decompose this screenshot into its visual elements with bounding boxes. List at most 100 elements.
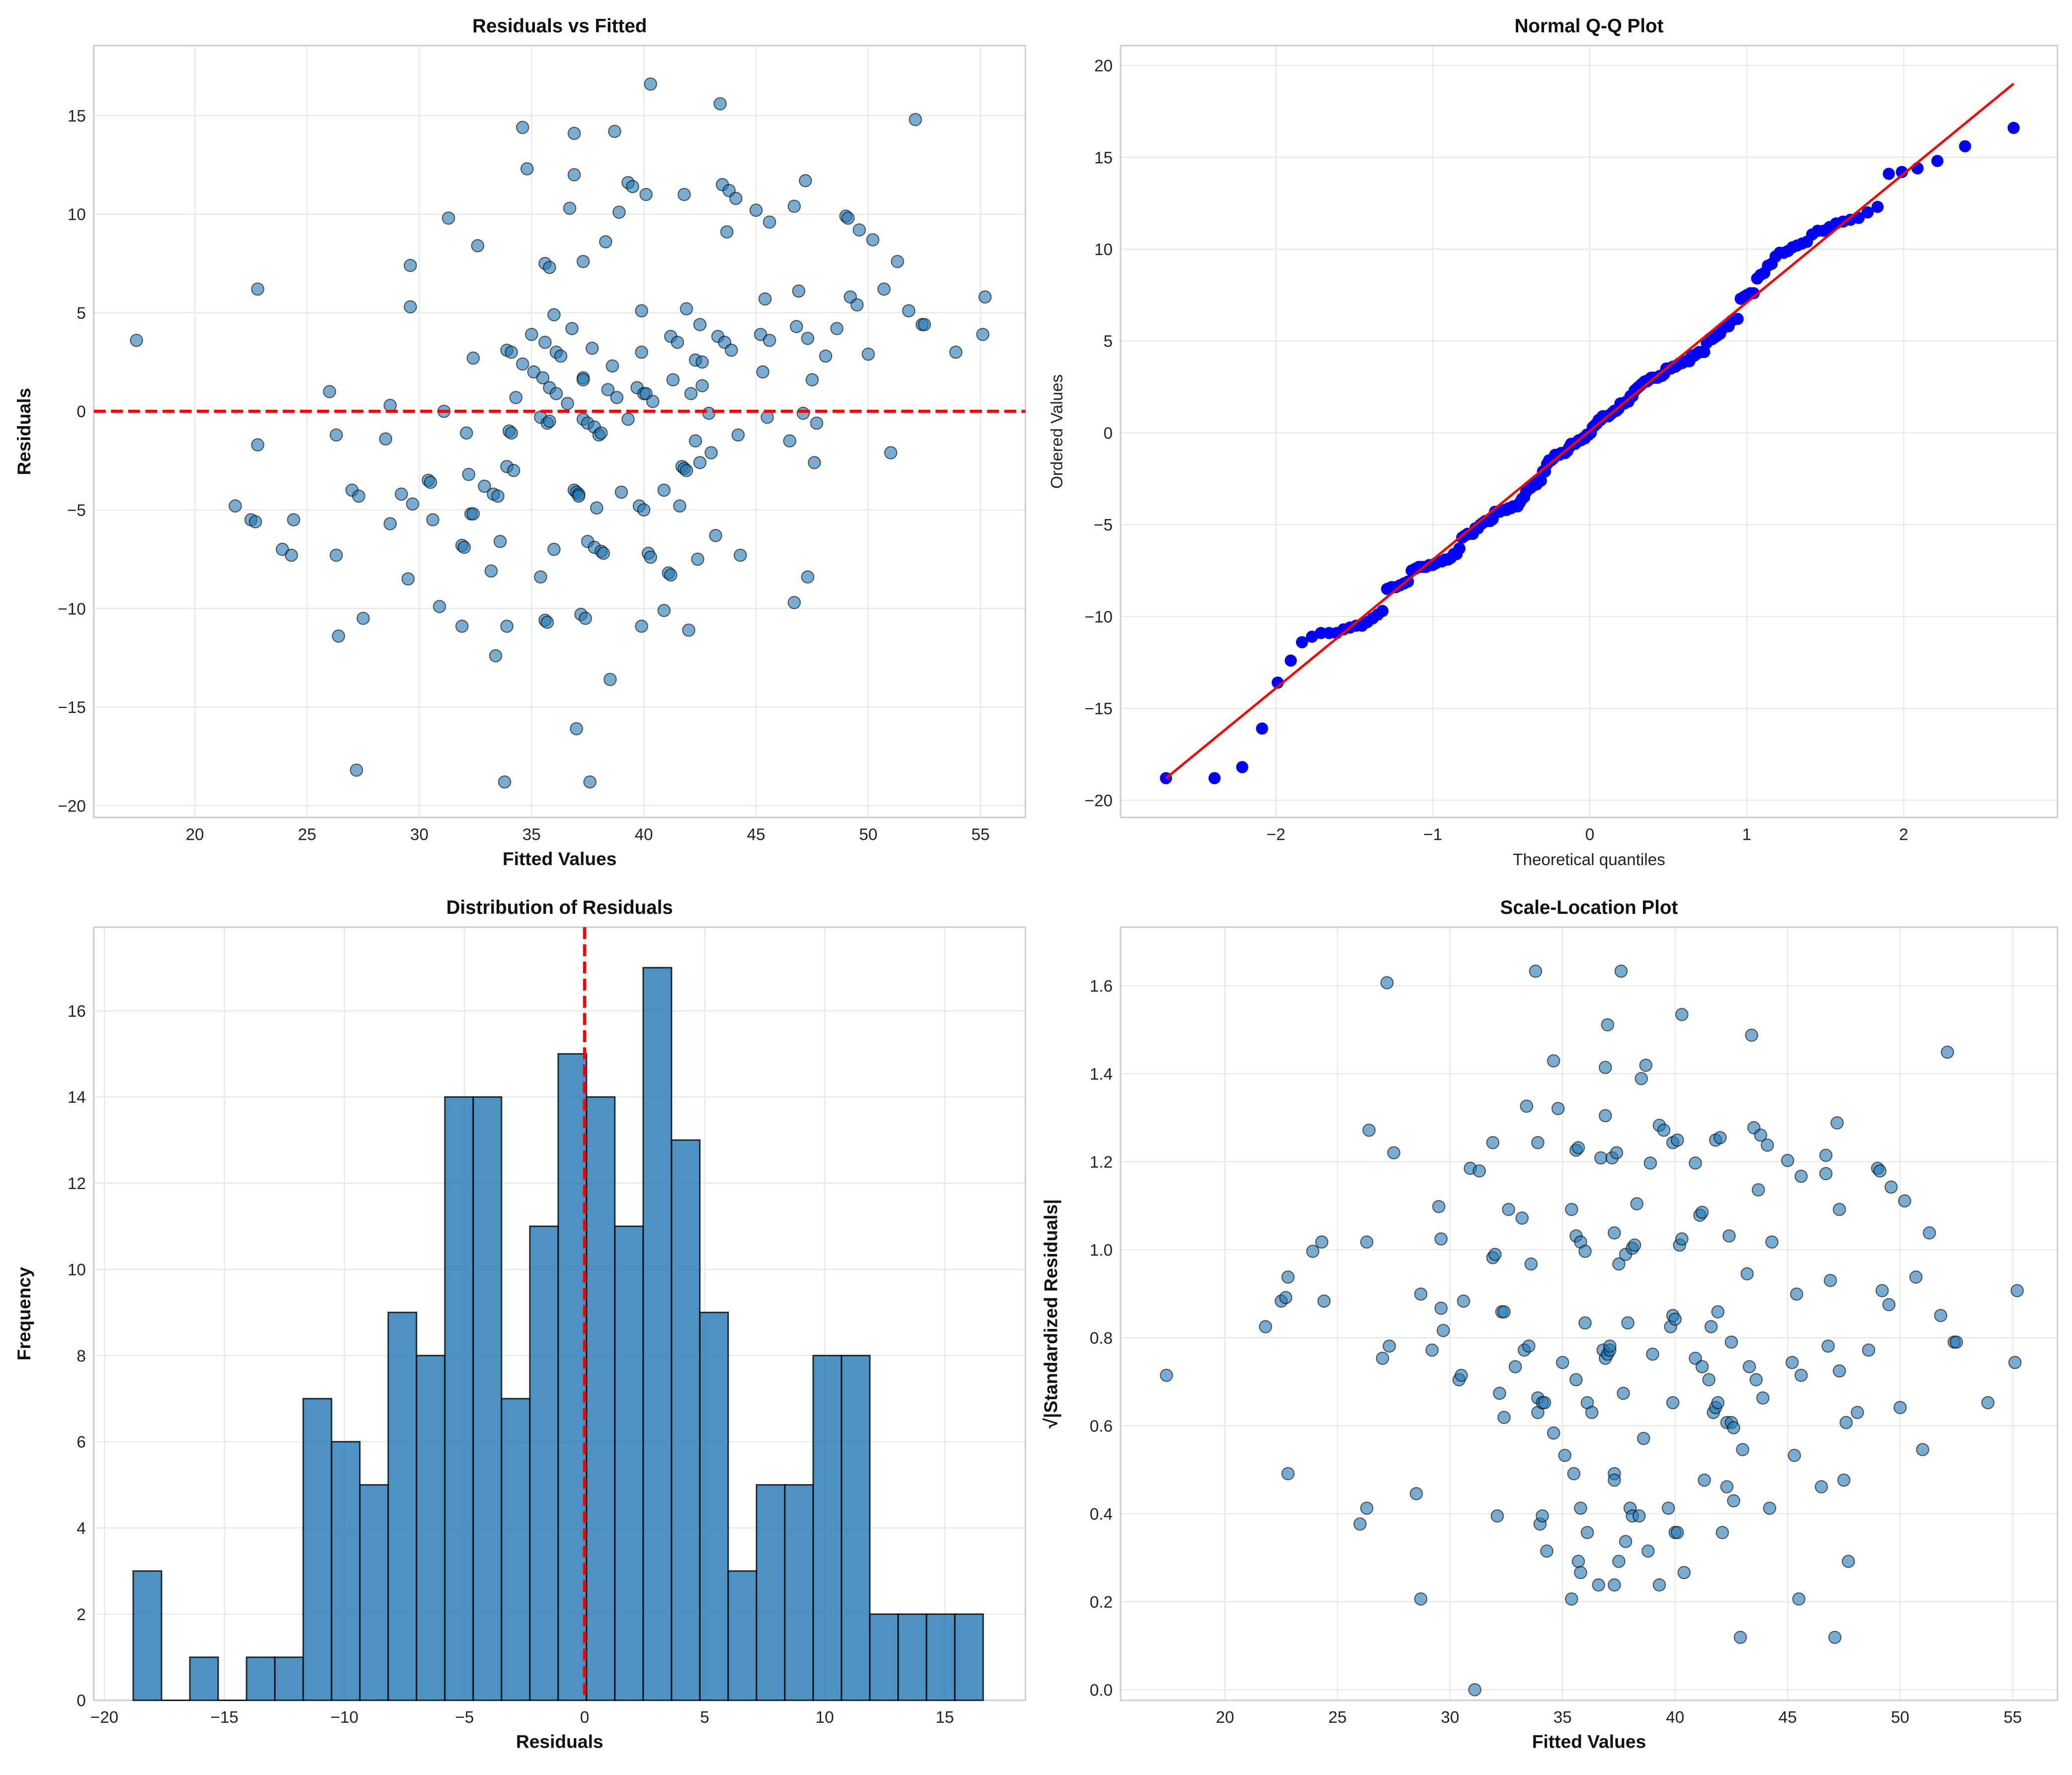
data-point [1670, 1133, 1684, 1147]
y-tick-label: −5 [1094, 516, 1113, 534]
data-point [695, 355, 709, 369]
data-point [801, 570, 815, 584]
data-point [644, 550, 657, 564]
data-point [1281, 1467, 1295, 1481]
data-point [1630, 1197, 1643, 1211]
data-point [1657, 1123, 1671, 1137]
y-tick-label: 5 [77, 304, 86, 323]
data-point [1643, 1156, 1657, 1170]
data-point [1614, 965, 1628, 978]
data-point [758, 292, 772, 306]
data-point [614, 485, 628, 499]
data-point [130, 334, 143, 347]
qq-point [1861, 206, 1874, 219]
chart-title: Residuals vs Fitted [472, 15, 647, 37]
data-point [1497, 1305, 1511, 1319]
histogram-bar [246, 1656, 276, 1701]
chart-title: Distribution of Residuals [446, 897, 673, 918]
x-tick-label: 55 [971, 825, 990, 844]
histogram-bar [501, 1398, 531, 1701]
data-point [1502, 1203, 1515, 1216]
data-point [610, 391, 624, 404]
data-point [1661, 1502, 1675, 1515]
data-point [520, 162, 534, 176]
data-point [1635, 1072, 1648, 1085]
data-point [1540, 1544, 1554, 1558]
data-point [1950, 1335, 1963, 1349]
y-tick-label: −10 [1085, 608, 1113, 626]
data-point [1567, 1467, 1581, 1481]
qq-point [1896, 166, 1908, 178]
x-tick-label: 10 [815, 1708, 834, 1727]
x-tick-label: 30 [410, 825, 429, 844]
data-point [1592, 1578, 1605, 1592]
data-point [1455, 1368, 1468, 1382]
data-point [830, 322, 844, 336]
histogram-bar [444, 1096, 474, 1701]
qq-point [1285, 654, 1297, 667]
data-point [1875, 1284, 1889, 1298]
data-point [401, 572, 415, 586]
data-point [594, 426, 608, 440]
data-point [1727, 1421, 1740, 1434]
qq-point [1747, 287, 1760, 299]
data-point [1832, 1364, 1846, 1378]
data-point [1828, 1630, 1842, 1644]
histogram-bar [869, 1613, 899, 1701]
data-point [689, 434, 702, 448]
data-point [498, 775, 512, 789]
data-point [1841, 1555, 1855, 1568]
data-point [1823, 1274, 1837, 1287]
data-point [1916, 1443, 1929, 1456]
data-point [1981, 1396, 1995, 1410]
y-tick-label: −20 [1085, 792, 1113, 810]
histogram-bar [954, 1613, 984, 1701]
data-point [1547, 1426, 1560, 1440]
data-point [597, 546, 610, 560]
histogram-bar [529, 1225, 559, 1701]
data-point [1585, 1406, 1599, 1420]
scatter-points [1160, 965, 2024, 1696]
data-point [1520, 1099, 1534, 1113]
data-point [330, 548, 343, 562]
data-point [1819, 1167, 1833, 1180]
y-tick-label: 8 [77, 1347, 86, 1365]
data-point [644, 77, 657, 91]
data-point [902, 304, 916, 318]
data-point [505, 426, 518, 440]
data-point [978, 290, 992, 304]
data-point [332, 629, 345, 643]
data-point [1713, 1131, 1727, 1145]
data-point [673, 499, 687, 513]
data-point [1490, 1509, 1504, 1523]
data-point [805, 373, 819, 387]
data-point [1612, 1257, 1626, 1271]
data-point [484, 564, 498, 578]
data-point [1756, 1391, 1770, 1405]
data-point [466, 507, 480, 521]
data-point [1497, 1411, 1511, 1424]
x-tick-label: 35 [522, 825, 541, 844]
y-tick-label: 10 [68, 1261, 86, 1279]
data-point [1574, 1566, 1587, 1580]
data-point [666, 373, 680, 387]
data-point [1488, 1247, 1502, 1261]
data-point [1832, 1203, 1846, 1216]
data-point [455, 620, 469, 633]
data-point [1414, 1287, 1428, 1301]
data-point [608, 124, 621, 138]
data-point [693, 456, 707, 469]
data-point [547, 542, 561, 556]
data-point [1569, 1373, 1583, 1387]
histogram-bar [642, 967, 673, 1701]
data-point [1711, 1396, 1725, 1410]
data-point [1315, 1235, 1329, 1249]
data-point [1601, 1018, 1615, 1032]
y-tick-label: 0 [1104, 424, 1113, 443]
scatter-points [130, 77, 992, 789]
data-point [579, 612, 592, 625]
data-point [639, 187, 653, 201]
data-point [1536, 1509, 1549, 1523]
x-tick-label: 0 [580, 1708, 589, 1727]
